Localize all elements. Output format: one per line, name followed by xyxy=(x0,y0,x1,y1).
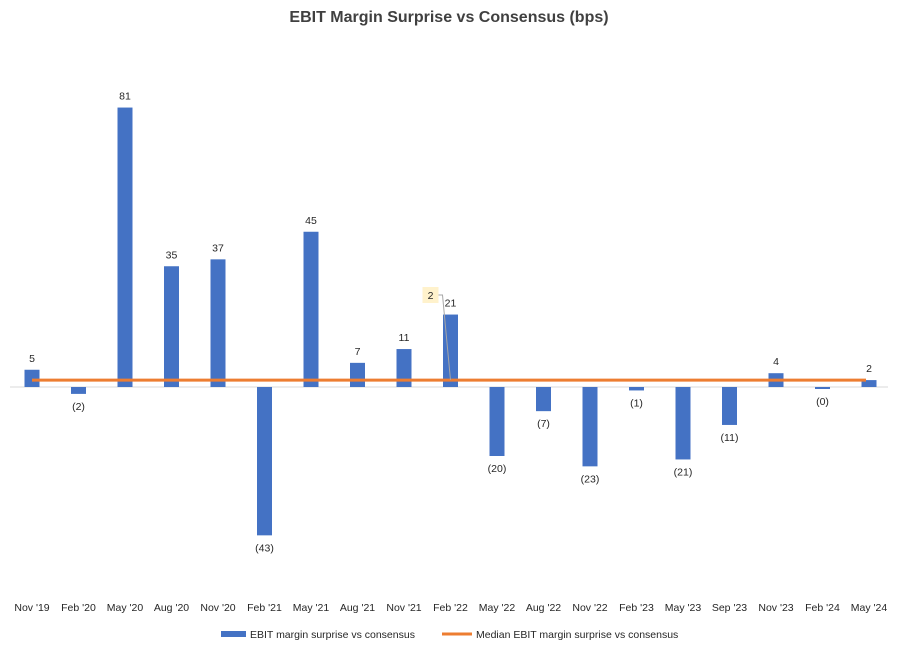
bar xyxy=(210,259,226,387)
bar xyxy=(257,387,272,536)
data-label: 37 xyxy=(212,242,224,254)
bar xyxy=(443,314,458,387)
data-label: 45 xyxy=(305,215,317,227)
data-label: 2 xyxy=(866,363,872,375)
x-tick-label: Nov '19 xyxy=(14,602,49,614)
x-tick-label: Nov '21 xyxy=(386,602,421,614)
x-tick-label: Feb '21 xyxy=(247,602,282,614)
data-label: 4 xyxy=(773,356,779,368)
bar xyxy=(117,107,133,388)
x-tick-label: Feb '24 xyxy=(805,602,840,614)
x-tick-label: May '20 xyxy=(107,602,144,614)
bar xyxy=(489,387,505,456)
bar xyxy=(536,387,551,412)
x-tick-label: May '22 xyxy=(479,602,516,614)
callout-label: 2 xyxy=(428,290,434,302)
bar xyxy=(71,387,86,394)
data-label: (20) xyxy=(488,463,507,475)
bar xyxy=(861,380,877,387)
callout-leader-line xyxy=(438,294,451,381)
legend: EBIT margin surprise vs consensus Median… xyxy=(221,629,678,641)
bar xyxy=(164,266,179,387)
x-tick-label: Feb '22 xyxy=(433,602,468,614)
x-tick-label: Nov '22 xyxy=(572,602,607,614)
data-label: (1) xyxy=(630,397,643,409)
data-label: 5 xyxy=(29,353,35,365)
x-axis-tick-labels: Nov '19 Feb '20 May '20 Aug '20 Nov '20 Feb '… xyxy=(14,602,887,614)
data-label: 7 xyxy=(355,346,361,358)
data-label: (7) xyxy=(537,418,550,430)
bar xyxy=(24,369,40,387)
chart-title: EBIT Margin Surprise vs Consensus (bps) xyxy=(289,9,608,26)
data-label: 35 xyxy=(166,249,178,261)
bar xyxy=(722,387,737,425)
data-label: 21 xyxy=(445,298,457,310)
bar xyxy=(629,387,644,391)
data-label: (2) xyxy=(72,401,85,413)
bar-group xyxy=(24,107,877,536)
x-tick-label: Feb '23 xyxy=(619,602,654,614)
bar xyxy=(350,362,365,387)
data-label: (21) xyxy=(674,466,693,478)
x-tick-label: Aug '20 xyxy=(154,602,189,614)
data-label: 11 xyxy=(399,332,410,344)
x-tick-label: Nov '23 xyxy=(758,602,793,614)
bar xyxy=(582,387,598,467)
x-tick-label: May '23 xyxy=(665,602,702,614)
data-label: (23) xyxy=(581,473,600,485)
legend-median-label: Median EBIT margin surprise vs consensus xyxy=(476,629,678,641)
legend-bar-label: EBIT margin surprise vs consensus xyxy=(250,629,415,641)
x-tick-label: Aug '22 xyxy=(526,602,561,614)
x-tick-label: Feb '20 xyxy=(61,602,96,614)
x-tick-label: Aug '21 xyxy=(340,602,375,614)
x-tick-label: Nov '20 xyxy=(200,602,235,614)
data-label: 81 xyxy=(119,91,131,103)
x-tick-label: Sep '23 xyxy=(712,602,747,614)
data-label: (0) xyxy=(816,396,829,408)
bar xyxy=(303,231,319,387)
median-callout: 2 xyxy=(422,287,451,381)
bar xyxy=(675,387,691,460)
callout-box xyxy=(422,287,439,303)
data-label-group: 5 (2) 81 35 37 (43) 45 7 11 21 (20) (7) (23) (1) (21) (… xyxy=(29,91,872,555)
bar xyxy=(396,349,412,387)
data-label: (43) xyxy=(255,542,274,554)
bar xyxy=(815,387,830,389)
legend-bar-swatch xyxy=(221,631,246,637)
x-tick-label: May '24 xyxy=(851,602,888,614)
data-label: (11) xyxy=(721,432,739,444)
x-tick-label: May '21 xyxy=(293,602,330,614)
